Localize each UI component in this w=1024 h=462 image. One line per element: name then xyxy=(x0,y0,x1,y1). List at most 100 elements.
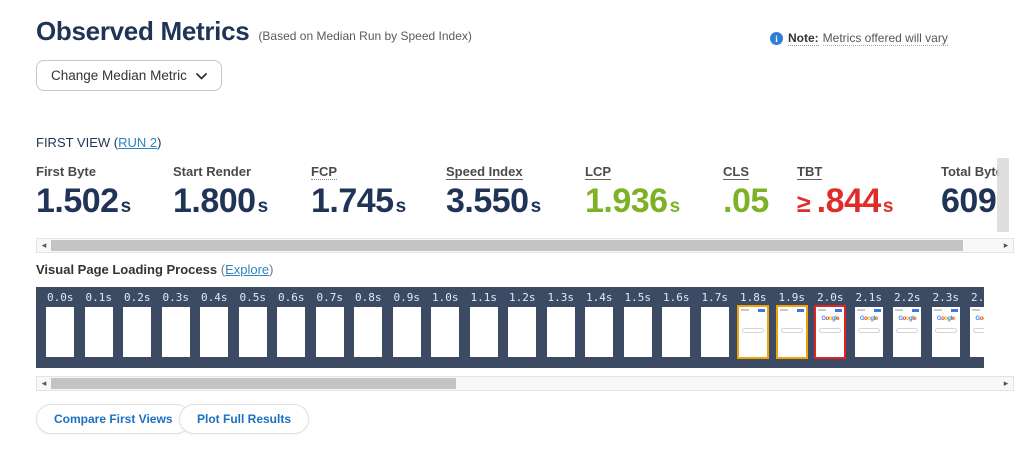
metric: LCP 1.936 s xyxy=(585,160,680,225)
frame-timestamp: 1.7s xyxy=(701,291,729,304)
metric-label[interactable]: CLS xyxy=(723,164,749,180)
first-view-heading: FIRST VIEW (RUN 2) xyxy=(36,135,161,150)
scroll-right-arrow-icon[interactable]: ▸ xyxy=(1003,240,1009,250)
metric-value: 609 xyxy=(941,183,999,225)
filmstrip-thumbnail[interactable]: Google xyxy=(662,307,691,357)
filmstrip-thumbnail[interactable]: Google xyxy=(775,305,808,359)
scroll-left-arrow-icon[interactable]: ◂ xyxy=(41,378,47,388)
filmstrip-thumbnail[interactable]: Google xyxy=(161,307,190,357)
metric-label[interactable]: FCP xyxy=(311,164,337,180)
metric-value: ≥ .844 s xyxy=(797,183,893,225)
scroll-right-arrow-icon[interactable]: ▸ xyxy=(1003,378,1009,388)
frame-timestamp: 0.0s xyxy=(47,291,74,304)
mini-signin-button xyxy=(758,309,766,312)
mini-signin-button xyxy=(796,309,804,312)
metric-value: 1.502 s xyxy=(36,183,131,225)
mini-google-logo: Google xyxy=(859,316,878,322)
filmstrip-frame: 1.2s Google xyxy=(503,287,542,368)
mini-search-bar xyxy=(896,328,919,333)
filmstrip-scrollbar-thumb[interactable] xyxy=(51,378,456,389)
frame-timestamp: 0.7s xyxy=(316,291,344,304)
filmstrip-frame: 1.5s Google xyxy=(619,287,658,368)
filmstrip-scrollbar[interactable]: ◂ ▸ xyxy=(36,376,1014,391)
filmstrip-thumbnail[interactable]: Google xyxy=(238,307,267,357)
metrics-scrollbar[interactable]: ◂ ▸ xyxy=(36,238,1014,253)
metric-label[interactable]: TBT xyxy=(797,164,823,180)
filmstrip-thumbnail[interactable]: Google xyxy=(277,307,306,357)
filmstrip-thumbnail[interactable]: Google xyxy=(931,307,960,357)
filmstrip-thumbnail[interactable]: Google xyxy=(123,307,152,357)
filmstrip-thumbnail[interactable]: Google xyxy=(893,307,922,357)
filmstrip-frame: 0.9s Google xyxy=(388,287,427,368)
metric-value: 1.800 s xyxy=(173,183,268,225)
filmstrip-heading-text: Visual Page Loading Process xyxy=(36,262,218,277)
filmstrip-thumbnail[interactable]: Google xyxy=(854,307,883,357)
metric-number: 1.800 xyxy=(173,182,256,220)
metric-unit: s xyxy=(257,196,269,217)
metric-number: 3.550 xyxy=(446,182,529,220)
scroll-left-arrow-icon[interactable]: ◂ xyxy=(41,240,47,250)
filmstrip-thumbnail[interactable]: Google xyxy=(354,307,383,357)
filmstrip-thumbnail[interactable]: Google xyxy=(970,307,984,357)
change-median-metric-button[interactable]: Change Median Metric xyxy=(36,60,222,91)
filmstrip-frame: 2.1s Google xyxy=(850,287,889,368)
compare-first-views-button[interactable]: Compare First Views xyxy=(36,404,191,434)
filmstrip-thumbnail[interactable]: Google xyxy=(700,307,729,357)
mini-page-text xyxy=(933,309,942,311)
filmstrip-thumbnail[interactable]: Google xyxy=(84,307,113,357)
filmstrip-thumbnail[interactable]: Google xyxy=(431,307,460,357)
frame-timestamp: 1.3s xyxy=(547,291,575,304)
mini-page-text xyxy=(779,309,788,311)
frame-timestamp: 2.2s xyxy=(894,291,921,304)
explore-link[interactable]: Explore xyxy=(225,262,270,277)
frame-timestamp: 1.9s xyxy=(778,291,806,304)
mini-signin-button xyxy=(873,309,881,312)
frame-timestamp: 0.1s xyxy=(85,291,113,304)
filmstrip-frame: 0.8s Google xyxy=(349,287,388,368)
mini-search-bar xyxy=(819,328,842,333)
frame-timestamp: 0.3s xyxy=(162,291,190,304)
frame-timestamp: 1.0s xyxy=(432,291,459,304)
first-view-prefix: FIRST VIEW ( xyxy=(36,135,119,150)
plot-full-results-button[interactable]: Plot Full Results xyxy=(179,404,310,434)
mini-search-bar xyxy=(934,328,957,333)
metric-label[interactable]: LCP xyxy=(585,164,611,180)
filmstrip-frame: 1.7s Google xyxy=(696,287,735,368)
filmstrip-thumbnail[interactable]: Google xyxy=(469,307,498,357)
filmstrip-thumbnail[interactable]: Google xyxy=(46,307,75,357)
filmstrip-heading: Visual Page Loading Process (Explore) xyxy=(36,262,274,277)
filmstrip-thumbnail[interactable]: Google xyxy=(546,307,575,357)
filmstrip-frame: 0.3s Google xyxy=(157,287,196,368)
metric-label[interactable]: Speed Index xyxy=(446,164,523,180)
filmstrip-thumbnail[interactable]: Google xyxy=(623,307,652,357)
metrics-overflow-fade xyxy=(997,158,1009,232)
change-median-metric-label: Change Median Metric xyxy=(51,68,187,83)
metric-number: 1.745 xyxy=(311,182,394,220)
frame-timestamp: 1.4s xyxy=(586,291,613,304)
metric-number: .844 xyxy=(816,182,882,220)
filmstrip-thumbnail[interactable]: Google xyxy=(315,307,344,357)
filmstrip-frame: 2.0s Google xyxy=(811,287,850,368)
filmstrip-frame: 1.8s Google xyxy=(734,287,773,368)
metric-unit: s xyxy=(120,196,132,217)
header: Observed Metrics (Based on Median Run by… xyxy=(36,16,472,47)
note-text[interactable]: Metrics offered will vary xyxy=(822,31,948,46)
filmstrip-thumbnail[interactable]: Google xyxy=(814,305,847,359)
frame-timestamp: 2.0s xyxy=(817,291,844,304)
frame-timestamp: 0.8s xyxy=(355,291,382,304)
metric-label: First Byte xyxy=(36,164,96,179)
filmstrip-thumbnail[interactable]: Google xyxy=(200,307,229,357)
run-link[interactable]: RUN 2 xyxy=(118,135,158,150)
filmstrip-thumbnail[interactable]: Google xyxy=(585,307,614,357)
metric-value: 3.550 s xyxy=(446,183,541,225)
filmstrip-thumbnail[interactable]: Google xyxy=(392,307,421,357)
filmstrip-thumbnail[interactable]: Google xyxy=(737,305,770,359)
mini-search-bar xyxy=(973,328,984,333)
metrics-scrollbar-thumb[interactable] xyxy=(51,240,963,251)
frame-timestamp: 1.1s xyxy=(470,291,498,304)
note: i Note: Metrics offered will vary xyxy=(770,31,948,46)
explore-paren-close: ) xyxy=(269,262,274,277)
mini-search-bar xyxy=(857,328,880,333)
metric-value: 1.745 s xyxy=(311,183,406,225)
filmstrip-thumbnail[interactable]: Google xyxy=(508,307,537,357)
